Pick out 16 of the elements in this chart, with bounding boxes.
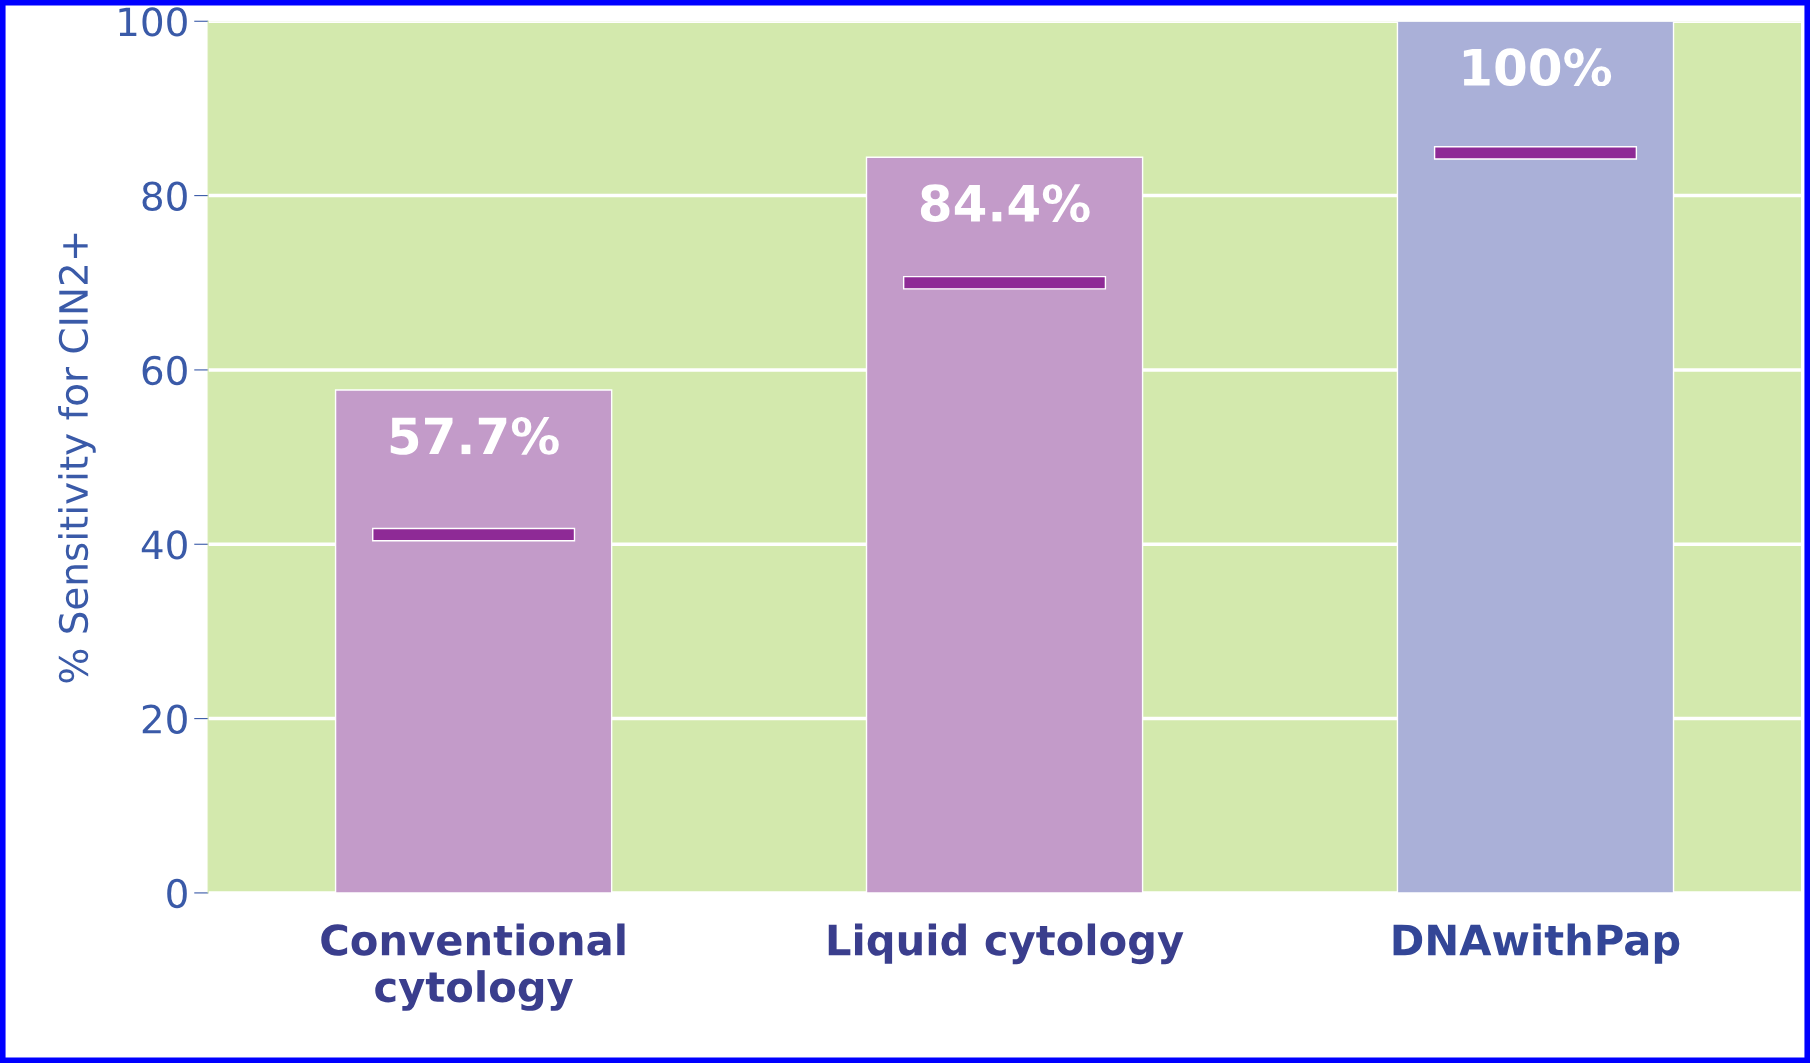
y-tick-label: 100 [119,7,187,37]
y-tick-label: 60 [142,355,187,386]
bar [372,527,576,542]
y-tick-label: 20 [142,704,187,734]
y-tick-label: 40 [141,530,187,560]
bar [902,275,1107,290]
x-tick-label: DNAwithPap [1393,923,1680,964]
bar [1433,146,1638,160]
x-tick-label: Conventional cytology [321,923,625,1011]
data-label: 100% [1463,48,1612,87]
y-tick-label: 0 [167,878,187,909]
y-axis-title: % Sensitivity for CIN2+ [58,233,96,683]
x-tick-label: Liquid cytology [828,923,1184,965]
y-tick-label: 80 [142,181,187,211]
data-label: 84.4% [920,184,1090,223]
data-label: 57.7% [390,417,559,455]
